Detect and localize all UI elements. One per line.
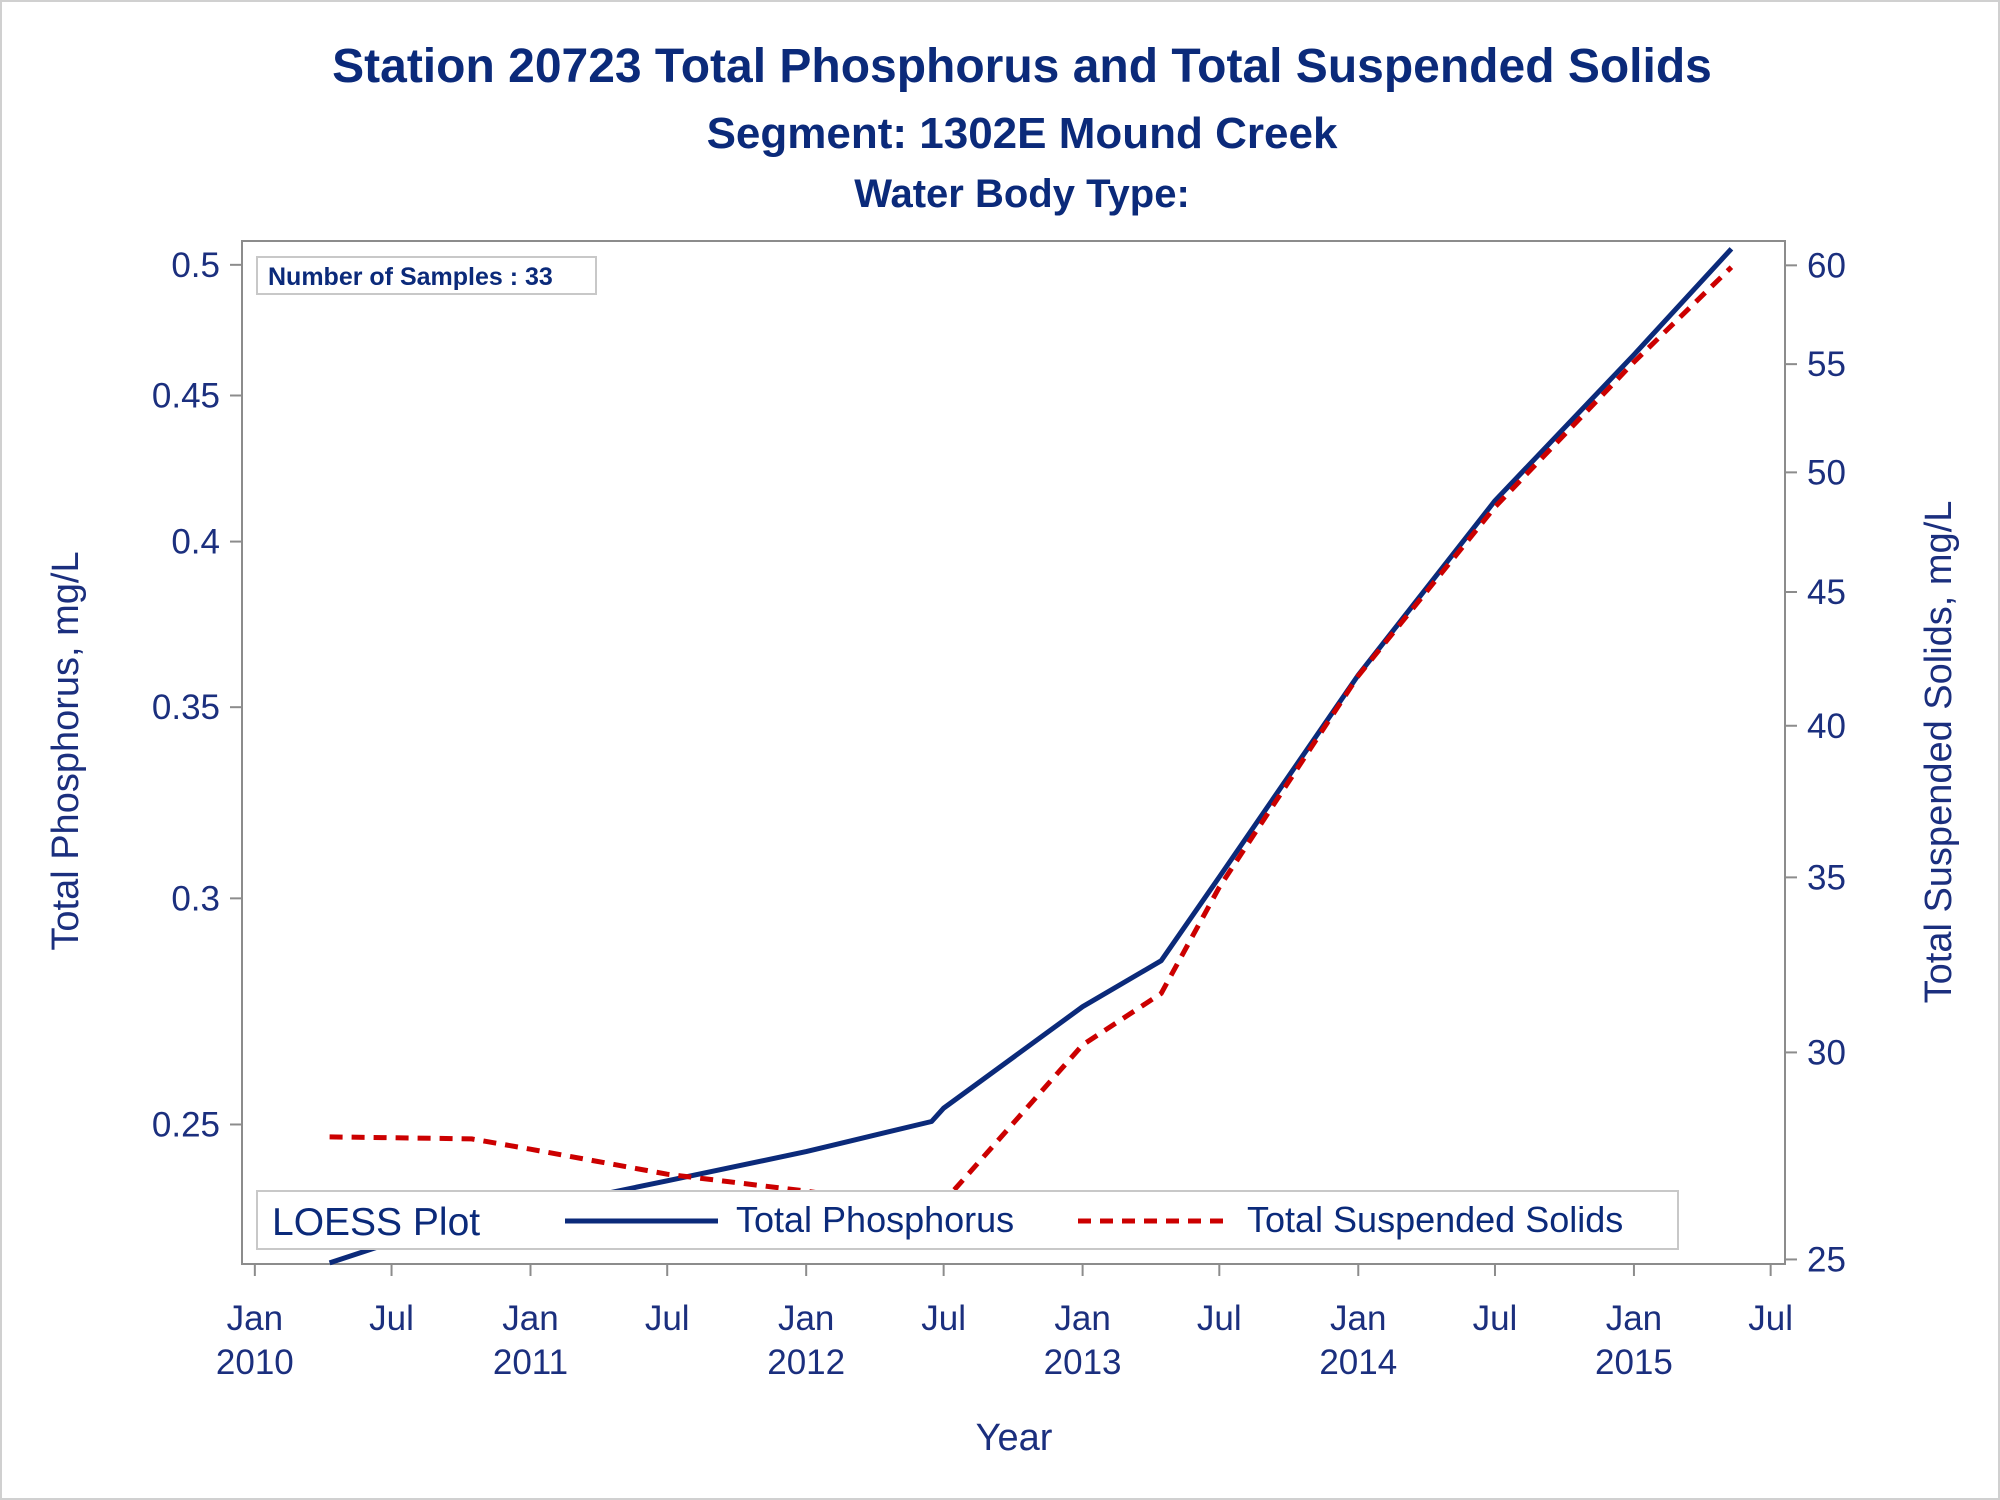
x-tick-year-10: 2015 <box>1595 1343 1673 1382</box>
x-tick-label-6: Jan <box>1054 1299 1110 1338</box>
x-tick-label-8: Jan <box>1330 1299 1386 1338</box>
y-left-ticks: 0.25 0.3 0.35 0.4 0.45 0.5 <box>152 246 242 1144</box>
plot-area <box>241 240 1786 1265</box>
y-right-tick-label-6: 55 <box>1807 345 1846 384</box>
legend-box <box>256 1190 1679 1250</box>
legend-label-phosphorus: Total Phosphorus <box>736 1199 1014 1240</box>
y-right-tick-label-0: 25 <box>1807 1240 1846 1279</box>
y-right-tick-label-4: 45 <box>1807 573 1846 612</box>
chart-subtitle-2: Water Body Type: <box>854 172 1190 216</box>
chart-title: Station 20723 Total Phosphorus and Total… <box>332 40 1712 93</box>
sample-count-box <box>256 256 597 295</box>
y-left-tick-label-2: 0.35 <box>152 688 220 727</box>
sample-count-text: Number of Samples : 33 <box>268 263 553 291</box>
y-left-tick-label-5: 0.5 <box>171 246 220 285</box>
x-tick-year-2: 2011 <box>493 1343 568 1382</box>
x-tick-label-0: Jan <box>227 1299 283 1338</box>
y-right-tick-label-7: 60 <box>1807 246 1846 285</box>
legend-label-tss: Total Suspended Solids <box>1247 1199 1623 1240</box>
legend-title: LOESS Plot <box>272 1201 480 1244</box>
y-left-tick-label-0: 0.25 <box>152 1105 220 1144</box>
x-axis-label: Year <box>976 1417 1053 1459</box>
x-tick-label-1: Jul <box>369 1299 414 1338</box>
y-left-tick-label-1: 0.3 <box>171 879 220 918</box>
y-right-tick-label-1: 30 <box>1807 1033 1846 1072</box>
x-tick-label-10: Jan <box>1606 1299 1662 1338</box>
y-right-tick-label-3: 40 <box>1807 707 1846 746</box>
x-tick-label-4: Jan <box>778 1299 834 1338</box>
y-axis-right-label: Total Suspended Solids, mg/L <box>1918 501 1960 1004</box>
sample-count-note: Number of Samples : 33 <box>256 256 597 295</box>
y-axis-left-label: Total Phosphorus, mg/L <box>45 551 87 950</box>
x-tick-label-2: Jan <box>502 1299 558 1338</box>
y-right-tick-label-5: 50 <box>1807 453 1846 492</box>
y-left-tick-label-4: 0.45 <box>152 376 220 415</box>
y-left-tick-label-3: 0.4 <box>171 523 220 562</box>
x-tick-year-6: 2013 <box>1044 1343 1122 1382</box>
x-tick-year-4: 2012 <box>767 1343 845 1382</box>
legend: LOESS Plot Total Phosphorus Total Suspen… <box>256 1190 1679 1250</box>
x-tick-year-0: 2010 <box>216 1343 294 1382</box>
x-tick-label-3: Jul <box>645 1299 690 1338</box>
y-right-tick-label-2: 35 <box>1807 858 1846 897</box>
chart-subtitle: Segment: 1302E Mound Creek <box>707 109 1338 158</box>
y-right-ticks: 25 30 35 40 45 50 55 60 <box>1785 246 1846 1279</box>
x-tick-year-8: 2014 <box>1319 1343 1397 1382</box>
x-tick-label-5: Jul <box>921 1299 966 1338</box>
x-tick-label-11: Jul <box>1748 1299 1793 1338</box>
x-tick-label-7: Jul <box>1197 1299 1242 1338</box>
x-ticks: Jan 2010 Jul Jan 2011 Jul Jan 2012 Jul Jan 2013 Jul… <box>216 1264 1793 1382</box>
x-tick-label-9: Jul <box>1473 1299 1518 1338</box>
